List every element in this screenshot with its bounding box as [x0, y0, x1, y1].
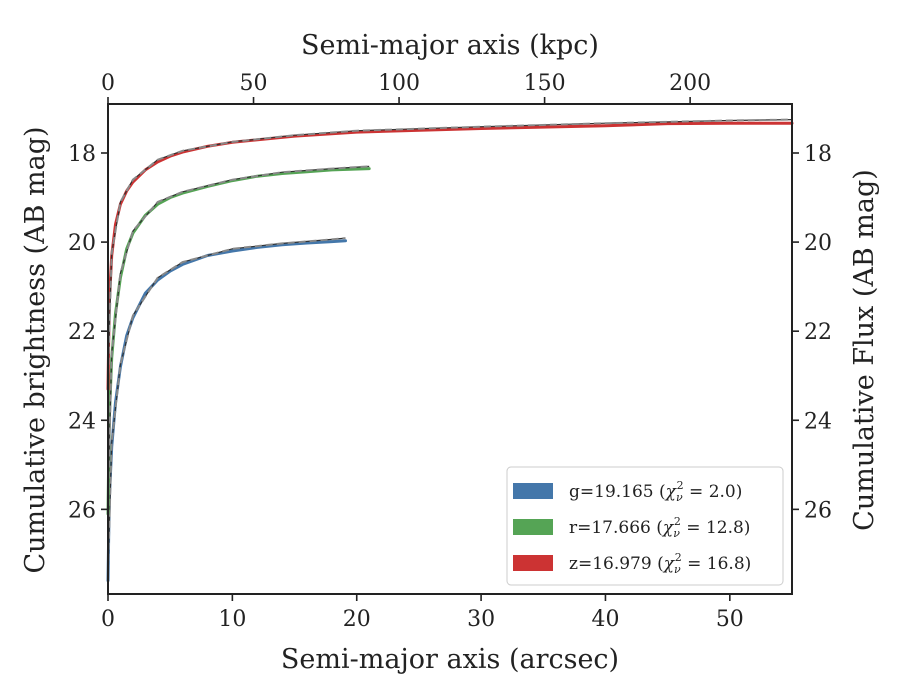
y-tick-label: 26 — [68, 498, 96, 523]
legend-swatch-z — [513, 555, 553, 571]
series-r-curve — [106, 167, 371, 516]
right-y-axis-title: Cumulative Flux (AB mag) — [849, 169, 880, 531]
curves-layer — [106, 118, 794, 583]
series-r-model-dashed — [107, 165, 370, 501]
plot-frame — [107, 103, 793, 595]
right-y-tick-label: 20 — [804, 231, 832, 256]
series-g-curve — [106, 239, 347, 583]
series-r-model-core — [107, 165, 370, 501]
right-y-tick-label: 26 — [804, 498, 832, 523]
right-y-tick-label: 18 — [804, 142, 832, 167]
y-tick-label: 24 — [68, 409, 96, 434]
right-y-tick-label: 22 — [804, 320, 832, 345]
legend-label-g: g=19.165 (χν2 = 2.0) — [569, 479, 742, 504]
x-tick-label: 40 — [591, 607, 619, 632]
top-x-tick-label: 0 — [101, 71, 115, 96]
ticks-layer: 0 10 20 30 40 50 0 50 100 150 200 18 18 20 20 22 22 24 24 2… — [68, 71, 832, 632]
y-axis-title: Cumulative brightness (AB mag) — [20, 126, 51, 573]
y-tick-label: 18 — [68, 142, 96, 167]
series-z-model-core — [107, 119, 793, 376]
x-tick-label: 20 — [343, 607, 371, 632]
legend-label-z: z=16.979 (χν2 = 16.8) — [569, 551, 751, 576]
top-x-tick-label: 200 — [669, 71, 711, 96]
top-x-tick-label: 50 — [240, 71, 268, 96]
top-x-tick-label: 100 — [378, 71, 420, 96]
series-g-model-core — [107, 237, 346, 572]
right-y-tick-label: 24 — [804, 409, 832, 434]
x-tick-label: 50 — [716, 607, 744, 632]
x-tick-label: 0 — [101, 607, 115, 632]
top-x-tick-label: 150 — [524, 71, 566, 96]
legend-box — [506, 466, 784, 586]
legend: g=19.165 (χν2 = 2.0) r=17.666 (χν2 = 12.8… — [506, 466, 784, 586]
legend-swatch-r — [513, 519, 553, 535]
x-tick-label: 30 — [467, 607, 495, 632]
legend-swatch-g — [513, 483, 553, 499]
series-g-model-dashed — [107, 237, 346, 572]
top-x-axis-title: Semi-major axis (kpc) — [301, 30, 599, 61]
x-tick-label: 10 — [218, 607, 246, 632]
x-axis-title: Semi-major axis (arcsec) — [281, 644, 619, 675]
y-tick-label: 22 — [68, 320, 96, 345]
series-z-model-dashed — [107, 118, 793, 376]
legend-label-r: r=17.666 (χν2 = 12.8) — [569, 515, 750, 540]
y-tick-label: 20 — [68, 231, 96, 256]
